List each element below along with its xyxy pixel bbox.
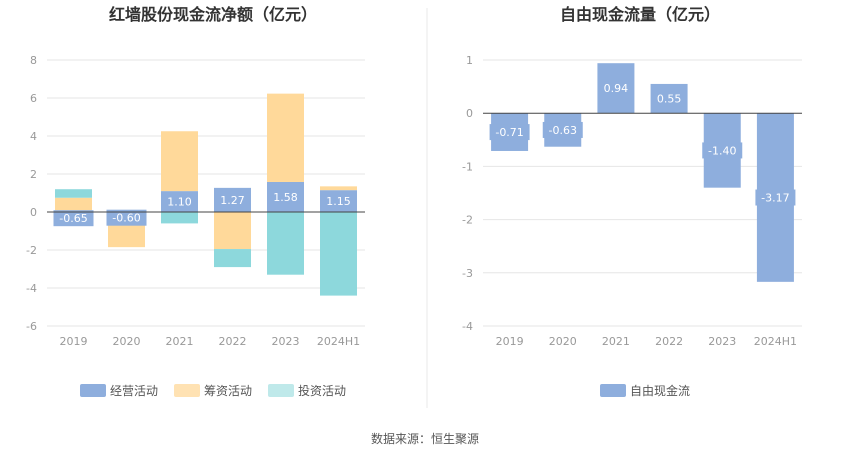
right-data-labels: -0.71 -0.63 0.94 0.55 -1.40 -3.17 xyxy=(483,80,802,206)
right-y-tick-label: 0 xyxy=(466,107,473,120)
left-legend-swatch xyxy=(268,384,294,397)
left-legend[interactable]: 经营活动 筹资活动 投资活动 xyxy=(80,383,346,398)
right-y-tick-label: -1 xyxy=(462,160,473,173)
right-x-tick-label: 2020 xyxy=(549,335,577,348)
right-data-label-bg xyxy=(702,142,743,159)
left-bar-筹资活动[interactable] xyxy=(108,223,145,248)
right-x-tick-label: 2019 xyxy=(496,335,524,348)
left-bar-筹资活动[interactable] xyxy=(214,212,251,250)
left-y-tick-label: -2 xyxy=(26,244,37,257)
right-y-tick-label: -4 xyxy=(462,320,473,333)
left-data-label-bg xyxy=(53,210,94,227)
left-chart-title: 红墙股份现金流净额（亿元） xyxy=(109,5,317,24)
left-bar-投资活动[interactable] xyxy=(320,212,357,296)
right-axis-labels: 1 0 -1 -2 -3 -4 2019 2020 2021 2022 2023 2024H1 xyxy=(462,54,797,348)
left-legend-label[interactable]: 经营活动 xyxy=(110,384,158,398)
left-bar-筹资活动[interactable] xyxy=(161,131,198,192)
left-y-tick-label: 4 xyxy=(30,130,37,143)
right-x-tick-label: 2023 xyxy=(708,335,736,348)
right-legend-label[interactable]: 自由现金流 xyxy=(630,383,690,398)
left-axis-labels: 8 6 4 2 0 -2 -4 -6 2019 2020 2021 2022 2023 2024H1 xyxy=(26,54,360,348)
left-y-tick-label: 8 xyxy=(30,54,37,67)
right-data-label: 0.55 xyxy=(657,93,682,106)
right-gridlines xyxy=(483,59,802,327)
right-legend[interactable]: 自由现金流 xyxy=(600,383,690,398)
left-bar-投资活动[interactable] xyxy=(267,212,304,275)
left-y-tick-label: 2 xyxy=(30,168,37,181)
right-x-tick-label: 2024H1 xyxy=(754,335,797,348)
left-data-label-bg xyxy=(106,209,147,226)
left-bar-投资活动[interactable] xyxy=(55,189,92,198)
left-data-label-bg xyxy=(268,188,303,205)
right-legend-swatch xyxy=(600,384,626,397)
source-note: 数据来源：恒生聚源 xyxy=(371,431,479,446)
left-x-tick-label: 2019 xyxy=(60,335,88,348)
left-data-label: 1.27 xyxy=(220,194,245,207)
right-data-label-bg xyxy=(542,121,583,138)
left-gridlines xyxy=(47,59,365,327)
left-data-label: 1.58 xyxy=(273,191,298,204)
right-bars xyxy=(491,63,794,282)
right-data-label-bg xyxy=(489,124,530,141)
left-data-label-bg xyxy=(215,191,250,208)
left-bar-筹资活动[interactable] xyxy=(55,197,92,212)
left-x-tick-label: 2023 xyxy=(272,335,300,348)
right-y-tick-label: -3 xyxy=(462,267,473,280)
right-data-label: -0.63 xyxy=(549,124,577,137)
right-data-label-bg xyxy=(599,80,633,97)
right-data-label: -0.71 xyxy=(495,126,523,139)
right-x-tick-label: 2022 xyxy=(655,335,683,348)
right-data-label-bg xyxy=(755,189,796,206)
right-data-label: 0.94 xyxy=(604,82,629,95)
left-x-tick-label: 2020 xyxy=(113,335,141,348)
left-data-label-bg xyxy=(162,193,197,210)
cash-flow-net-chart: 红墙股份现金流净额（亿元） -0.65 -0.60 1.10 1.27 1.58 1.15… xyxy=(26,5,365,398)
left-x-tick-label: 2021 xyxy=(166,335,194,348)
left-y-tick-label: -6 xyxy=(26,320,37,333)
left-bar-投资活动[interactable] xyxy=(161,212,198,224)
left-data-label: -0.60 xyxy=(112,212,140,225)
left-bar-投资活动[interactable] xyxy=(214,249,251,268)
right-data-label: -3.17 xyxy=(761,192,789,205)
right-data-label: -1.40 xyxy=(708,144,736,157)
left-y-tick-label: 0 xyxy=(30,206,37,219)
left-bars xyxy=(55,93,357,296)
left-data-label: -0.65 xyxy=(59,212,87,225)
left-legend-swatch xyxy=(174,384,200,397)
left-y-tick-label: 6 xyxy=(30,92,37,105)
right-y-tick-label: 1 xyxy=(466,54,473,67)
left-data-label: 1.15 xyxy=(326,195,351,208)
right-chart-title: 自由现金流量（亿元） xyxy=(560,5,720,24)
right-data-label-bg xyxy=(652,90,686,107)
left-legend-swatch xyxy=(80,384,106,397)
left-x-tick-label: 2022 xyxy=(219,335,247,348)
left-bar-筹资活动[interactable] xyxy=(267,93,304,182)
free-cash-flow-chart: 自由现金流量（亿元） -0.71 -0.630.940.55-1.40-3.17 … xyxy=(462,5,802,398)
left-data-label-bg xyxy=(321,193,356,210)
left-y-tick-label: -4 xyxy=(26,282,37,295)
left-legend-label[interactable]: 投资活动 xyxy=(298,383,346,398)
left-bar-筹资活动[interactable] xyxy=(320,186,357,191)
left-legend-label[interactable]: 筹资活动 xyxy=(204,384,252,398)
left-data-label: 1.10 xyxy=(167,196,192,209)
left-x-tick-label: 2024H1 xyxy=(317,335,360,348)
right-x-tick-label: 2021 xyxy=(602,335,630,348)
left-data-labels: -0.65 -0.60 1.10 1.27 1.58 1.15 xyxy=(47,188,365,227)
right-y-tick-label: -2 xyxy=(462,214,473,227)
